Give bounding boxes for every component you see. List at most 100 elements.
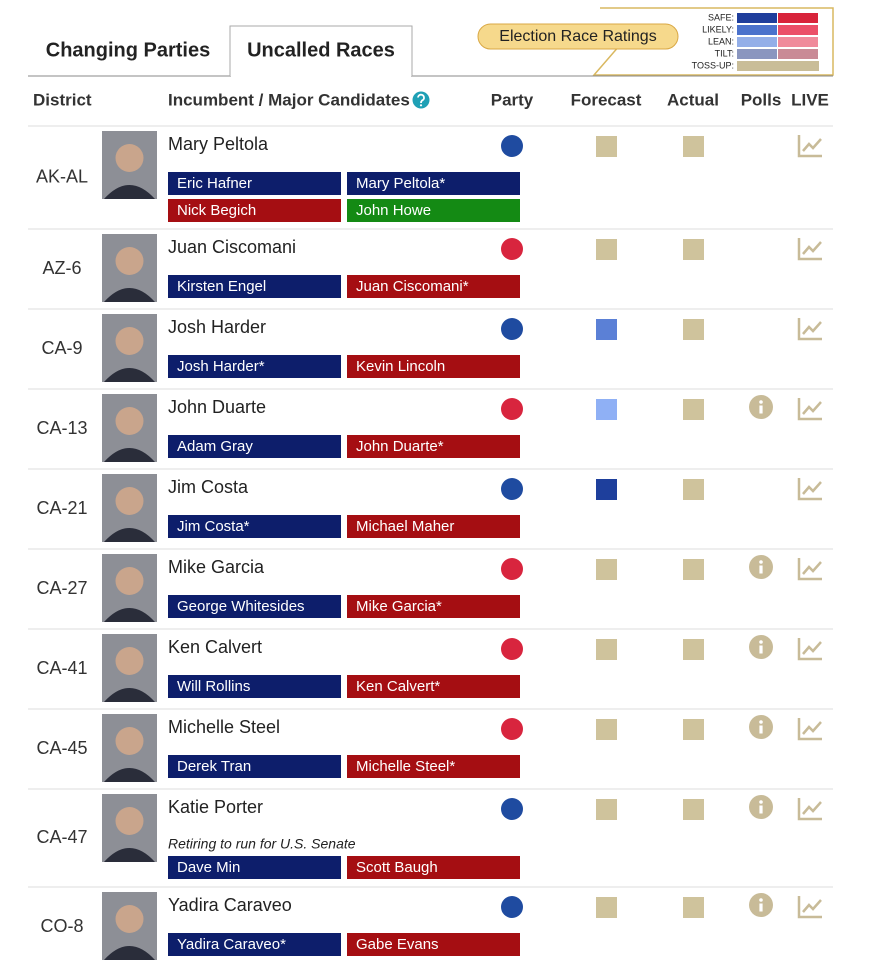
live-icon[interactable] (797, 718, 822, 741)
live-icon[interactable] (797, 135, 822, 158)
tab-label[interactable]: Uncalled Races (247, 39, 395, 61)
legend-swatch (737, 13, 777, 23)
live-line (802, 641, 822, 655)
candidate-name: Kirsten Engel (177, 278, 266, 295)
forecast-square (596, 319, 617, 340)
tab-label[interactable]: Changing Parties (46, 39, 210, 61)
district: CA-13 (36, 418, 87, 438)
candidate-name: Eric Hafner (177, 175, 252, 192)
photo-body (104, 448, 155, 462)
incumbent: John Duarte (168, 397, 266, 417)
district: CA-45 (36, 738, 87, 758)
live-icon[interactable] (797, 478, 822, 501)
actual-square (683, 639, 704, 660)
legend-swatch (778, 25, 818, 35)
incumbent: Yadira Caraveo (168, 895, 292, 915)
column-header[interactable]: Party (491, 90, 534, 109)
live-icon[interactable] (797, 896, 822, 919)
live-icon[interactable] (797, 558, 822, 581)
candidate-name: Dave Min (177, 859, 240, 876)
candidate-name: Michelle Steel* (356, 758, 455, 775)
candidate-chip (168, 933, 341, 956)
photo-head (115, 247, 144, 275)
district: CA-47 (36, 827, 87, 847)
candidate-name: John Howe (356, 202, 431, 219)
candidate-chip (168, 172, 341, 195)
actual-square (683, 559, 704, 580)
party-dot (501, 398, 523, 420)
candidate-chip (168, 199, 341, 222)
district: CA-27 (36, 578, 87, 598)
candidate-chip (168, 435, 341, 458)
party-dot (501, 896, 523, 918)
candidate-chip (347, 755, 520, 778)
polls-icon[interactable] (749, 893, 773, 917)
live-axis (797, 798, 822, 821)
race-row: CA-9 Josh Harder Josh Harder* Kevin Lincoln (28, 314, 833, 390)
candidate-name: Jim Costa* (177, 518, 250, 535)
incumbent: Katie Porter (168, 797, 263, 817)
note: Retiring to run for U.S. Senate (168, 836, 356, 852)
actual-square (683, 399, 704, 420)
column-header: District (33, 90, 92, 109)
candidate-name: Josh Harder* (177, 358, 265, 375)
district: AZ-6 (42, 258, 81, 278)
incumbent: Mike Garcia (168, 557, 265, 577)
forecast-square (596, 559, 617, 580)
actual-square (683, 136, 704, 157)
party-dot (501, 638, 523, 660)
column-header[interactable]: Forecast (571, 90, 642, 109)
candidate-chip (347, 172, 520, 195)
active-tab[interactable] (229, 25, 413, 76)
live-icon[interactable] (797, 638, 822, 661)
polls-icon[interactable] (749, 555, 773, 579)
photo-body (104, 946, 155, 960)
legend-swatch (737, 37, 777, 47)
live-icon[interactable] (797, 238, 822, 261)
column-header[interactable]: LIVE (791, 90, 829, 109)
column-header: Incumbent / Major Candidates (168, 90, 410, 109)
polls-stem (759, 645, 763, 654)
polls-dot (759, 560, 763, 564)
incumbent: Juan Ciscomani (168, 237, 296, 257)
candidate-chip (347, 933, 520, 956)
party-dot (501, 318, 523, 340)
district: CA-21 (36, 498, 87, 518)
race-row: CA-27 Mike Garcia George Whitesides Mike Ga… (28, 554, 833, 630)
party-dot (501, 558, 523, 580)
polls-icon[interactable] (749, 395, 773, 419)
photo-head (115, 144, 144, 172)
help-glyph (417, 93, 425, 104)
candidate-name: Kevin Lincoln (356, 358, 445, 375)
legend-frame (592, 7, 834, 76)
party-dot (501, 135, 523, 157)
candidate-chip (168, 275, 341, 298)
column-header[interactable]: Actual (667, 90, 719, 109)
polls-icon[interactable] (749, 795, 773, 819)
legend-swatch (737, 49, 777, 59)
live-line (802, 721, 822, 735)
live-icon[interactable] (797, 398, 822, 421)
legend-title: Election Race Ratings (499, 28, 656, 45)
polls-icon[interactable] (749, 715, 773, 739)
incumbent: Jim Costa (168, 477, 249, 497)
photo-body (104, 185, 155, 199)
district: CA-41 (36, 658, 87, 678)
live-axis (797, 398, 822, 421)
actual-square (683, 319, 704, 340)
race-row: CA-47 Katie Porter Retiring to run for U.S… (28, 794, 833, 888)
live-icon[interactable] (797, 318, 822, 341)
help-icon[interactable] (412, 91, 430, 109)
candidate-name: Ken Calvert* (356, 678, 440, 695)
race-row: CA-41 Ken Calvert Will Rollins Ken Calvert* (28, 634, 833, 710)
polls-icon[interactable] (749, 635, 773, 659)
live-icon[interactable] (797, 798, 822, 821)
party-dot (501, 798, 523, 820)
photo-body (104, 768, 155, 782)
photo-body (104, 848, 155, 862)
party-dot (501, 718, 523, 740)
candidate-chip (168, 355, 341, 378)
candidate-chip (347, 275, 520, 298)
polls-dot (759, 640, 763, 644)
column-header[interactable]: Polls (741, 90, 782, 109)
